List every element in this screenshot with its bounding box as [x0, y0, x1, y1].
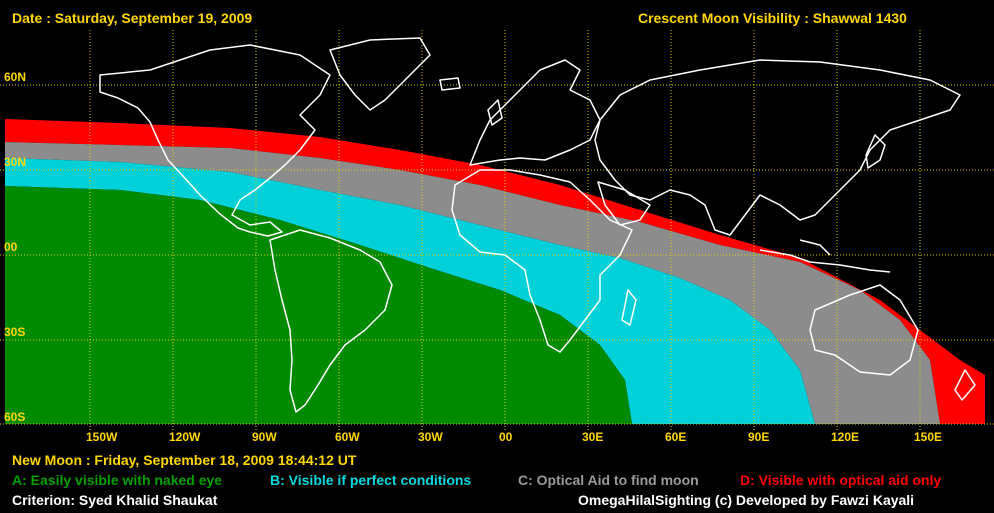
credit-label: OmegaHilalSighting (c) Developed by Fawz…: [578, 492, 915, 508]
lat-label-60n: 60N: [4, 70, 27, 84]
lon-label-30e: 30E: [582, 430, 604, 444]
europe-outline: [469, 59, 601, 166]
lat-label-30s: 30S: [4, 325, 26, 339]
africa-outline: [451, 169, 633, 353]
graticule: [0, 30, 994, 430]
asia-outline: [594, 59, 961, 236]
lon-label-120w: 120W: [169, 430, 201, 444]
lon-label-60e: 60E: [665, 430, 687, 444]
lon-label-150w: 150W: [86, 430, 118, 444]
north-america-outline: [99, 44, 331, 237]
iceland-outline: [439, 77, 461, 91]
south-america-outline: [269, 229, 393, 413]
zone-b-cyan: [5, 158, 815, 424]
new-moon-label: New Moon : Friday, September 18, 2009 18…: [12, 452, 357, 468]
zone-d-red: [5, 119, 985, 424]
criterion-label: Criterion: Syed Khalid Shaukat: [12, 492, 218, 508]
zone-a-green: [5, 186, 632, 424]
legend-c: C: Optical Aid to find moon: [518, 472, 699, 488]
legend-d: D: Visible with optical aid only: [740, 472, 942, 488]
lat-label-equator: 00: [4, 240, 18, 254]
lon-label-150e: 150E: [914, 430, 943, 444]
coastlines: [99, 37, 976, 413]
lon-label-00: 00: [499, 430, 513, 444]
legend-b: B: Visible if perfect conditions: [270, 472, 472, 488]
new-zealand-outline: [954, 369, 976, 401]
zone-c-gray: [5, 142, 940, 424]
greenland-outline: [329, 37, 431, 111]
lon-label-90e: 90E: [748, 430, 770, 444]
lon-label-60w: 60W: [335, 430, 360, 444]
legend-a: A: Easily visible with naked eye: [12, 472, 223, 488]
arabia-outline: [597, 181, 651, 226]
australia-outline: [809, 284, 919, 376]
date-label: Date : Saturday, September 19, 2009: [12, 10, 253, 26]
lat-label-30n: 30N: [4, 155, 27, 169]
japan-outline: [865, 134, 886, 169]
uk-outline: [487, 99, 503, 126]
map-title: Crescent Moon Visibility : Shawwal 1430: [638, 10, 907, 26]
indonesia-outline: [759, 239, 891, 273]
lat-label-60s: 60S: [4, 410, 26, 424]
madagascar-outline: [621, 289, 637, 326]
lon-label-30w: 30W: [418, 430, 443, 444]
lon-label-120e: 120E: [831, 430, 860, 444]
lon-label-90w: 90W: [252, 430, 277, 444]
